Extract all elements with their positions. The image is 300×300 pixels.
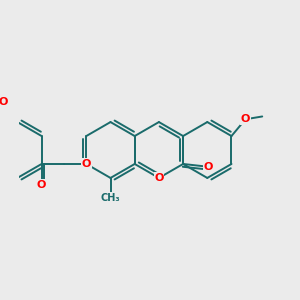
Text: O: O xyxy=(154,173,164,183)
Text: CH₃: CH₃ xyxy=(101,193,120,202)
Text: O: O xyxy=(204,162,213,172)
Text: O: O xyxy=(37,180,46,190)
Text: O: O xyxy=(241,114,250,124)
Text: O: O xyxy=(82,159,91,169)
Text: O: O xyxy=(0,98,8,107)
